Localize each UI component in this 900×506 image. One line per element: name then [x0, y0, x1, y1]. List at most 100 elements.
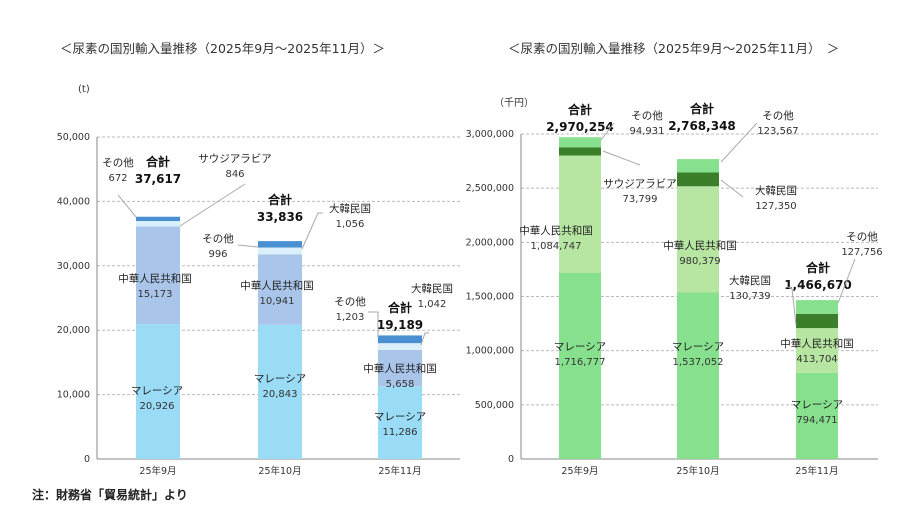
- bar-segment: [258, 254, 302, 325]
- y-tick-label: 10,000: [57, 390, 90, 401]
- bar-segment: [677, 186, 719, 293]
- leader-line: [301, 212, 323, 250]
- total-label: 合計: [690, 101, 714, 116]
- segment-label: 中華人民共和国: [519, 224, 593, 237]
- segment-label: その他: [102, 156, 134, 169]
- y-tick-label: 3,000,000: [466, 129, 514, 140]
- segment-label: マレーシア: [791, 399, 843, 411]
- y-tick-label: 0: [508, 454, 514, 465]
- data-label: 1,056: [336, 219, 365, 230]
- leader-line: [368, 311, 379, 338]
- segment-label: 大韓民国: [729, 274, 771, 287]
- data-label: 15,173: [138, 289, 173, 300]
- data-label: 11,286: [383, 427, 418, 438]
- bar-segment: [258, 247, 302, 255]
- y-tick-label: 500,000: [475, 400, 514, 411]
- bar-segment: [559, 147, 601, 156]
- total-label: 合計: [146, 154, 170, 169]
- bar-segment: [136, 216, 180, 222]
- leader-line: [179, 183, 246, 227]
- leader-line: [602, 150, 641, 166]
- segment-label: マレーシア: [374, 411, 426, 423]
- data-label: 73,799: [623, 194, 658, 205]
- leader-line: [837, 258, 856, 304]
- segment-label: 中華人民共和国: [780, 337, 854, 350]
- bar-segment: [796, 300, 838, 314]
- y-tick-label: 50,000: [57, 132, 90, 143]
- y-tick-label: 1,500,000: [466, 292, 514, 303]
- y-tick-label: 0: [84, 454, 90, 465]
- bar-segment: [559, 155, 601, 274]
- total-value: 37,617: [135, 172, 181, 186]
- total-label: 合計: [806, 260, 830, 275]
- bar-segment: [136, 226, 180, 325]
- y-tick-label: 30,000: [57, 261, 90, 272]
- segment-label: マレーシア: [131, 385, 183, 397]
- bar-segment: [136, 221, 180, 227]
- left-chart-title: ＜尿素の国別輸入量推移（2025年9月〜2025年11月）＞: [60, 41, 385, 56]
- data-label: 20,843: [263, 389, 298, 400]
- data-label: 5,658: [386, 379, 415, 390]
- data-label: 20,926: [140, 401, 175, 412]
- segment-label: 大韓民国: [411, 282, 453, 295]
- y-tick-label: 2,000,000: [466, 237, 514, 248]
- leader-line: [237, 244, 259, 248]
- segment-label: その他: [846, 230, 878, 243]
- y-tick-label: 40,000: [57, 196, 90, 207]
- x-tick-label: 25年11月: [378, 465, 421, 477]
- segment-label: マレーシア: [254, 373, 306, 385]
- left-chart-unit: (t): [78, 84, 90, 95]
- data-label: 130,739: [729, 291, 770, 302]
- segment-label: マレーシア: [554, 341, 606, 353]
- total-value: 2,970,254: [546, 120, 614, 134]
- x-tick-label: 25年9月: [139, 465, 176, 477]
- bar-segment: [136, 324, 180, 459]
- bar-segment: [378, 343, 422, 350]
- leader-line: [117, 194, 137, 218]
- bar-segment: [677, 292, 719, 459]
- segment-label: 中華人民共和国: [363, 362, 437, 375]
- data-label: 123,567: [757, 126, 798, 137]
- segment-label: サウジアラビア: [198, 153, 272, 165]
- bar-segment: [378, 386, 422, 459]
- bar-segment: [258, 324, 302, 459]
- data-label: 10,941: [260, 296, 295, 307]
- segment-label: 中華人民共和国: [240, 279, 314, 292]
- data-label: 94,931: [630, 126, 665, 137]
- data-label: 672: [108, 173, 127, 184]
- segment-label: その他: [334, 295, 366, 308]
- x-tick-label: 25年10月: [676, 465, 719, 477]
- leader-line: [420, 332, 429, 346]
- data-label: 1,203: [336, 312, 365, 323]
- right-chart-unit: （千円）: [494, 98, 534, 109]
- y-tick-label: 20,000: [57, 325, 90, 336]
- total-value: 33,836: [257, 210, 303, 224]
- segment-label: サウジアラビア: [603, 178, 677, 190]
- total-value: 2,768,348: [668, 119, 736, 133]
- data-label: 1,537,052: [673, 357, 724, 368]
- x-tick-label: 25年9月: [561, 465, 598, 477]
- data-label: 1,084,747: [531, 241, 582, 252]
- bar-segment: [677, 159, 719, 173]
- total-value: 1,466,670: [784, 278, 852, 292]
- data-label: 996: [208, 249, 227, 260]
- data-label: 127,756: [841, 247, 882, 258]
- bar-segment: [559, 137, 601, 148]
- data-label: 127,350: [755, 201, 796, 212]
- x-tick-label: 25年10月: [258, 465, 301, 477]
- data-label: 1,716,777: [555, 357, 606, 368]
- bar-segment: [677, 172, 719, 187]
- bar-segment: [796, 328, 838, 373]
- data-label: 1,042: [418, 299, 447, 310]
- y-tick-label: 1,000,000: [466, 346, 514, 357]
- segment-label: 中華人民共和国: [663, 239, 737, 252]
- segment-label: その他: [202, 232, 234, 245]
- bar-segment: [559, 273, 601, 459]
- bar-segment: [796, 313, 838, 329]
- x-tick-label: 25年11月: [795, 465, 838, 477]
- leader-line: [720, 122, 758, 163]
- data-label: 846: [225, 169, 244, 180]
- bar-segment: [378, 335, 422, 344]
- data-label: 413,704: [796, 354, 837, 365]
- segment-label: マレーシア: [672, 341, 724, 353]
